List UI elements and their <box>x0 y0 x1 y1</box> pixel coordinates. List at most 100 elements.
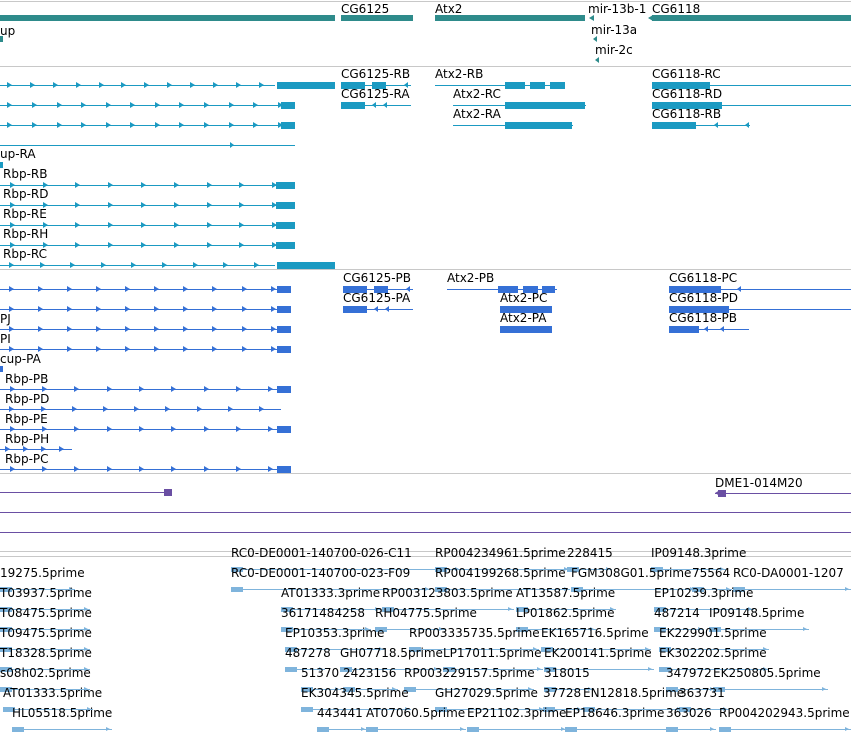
protein-cg6125-pa-label[interactable]: CG6125-PA <box>343 291 411 305</box>
protein-atx2-pb-label[interactable]: Atx2-PB <box>447 271 495 285</box>
transcript-pcup-ra-label[interactable]: up-RA <box>0 147 36 161</box>
est-t18328-label[interactable]: T18328.5prime <box>0 646 92 660</box>
est-lp17011-label[interactable]: LP17011.5prime <box>443 646 542 660</box>
est-exon[interactable] <box>0 607 12 612</box>
region-dme1-014m20-label[interactable]: DME1-014M20 <box>715 476 803 490</box>
transcript-exon[interactable] <box>652 122 696 129</box>
est-ek304345-label[interactable]: EK304345.5prime <box>301 686 409 700</box>
est-at01333-5-label[interactable]: AT01333.5prime <box>3 686 103 700</box>
transcript-rbp-rb-label[interactable]: Rbp-RB <box>3 167 48 181</box>
est-hl05518-label[interactable]: HL05518.5prime <box>12 706 113 720</box>
gene-cg6118-label[interactable]: CG6118 <box>652 2 701 16</box>
est-exon[interactable] <box>0 627 12 632</box>
est-363731-label[interactable]: 363731 <box>679 686 725 700</box>
est-exon[interactable] <box>679 707 691 712</box>
est-exon[interactable] <box>567 567 579 572</box>
transcript-cg6125-ra-label[interactable]: CG6125-RA <box>341 87 410 101</box>
gene-rbp-glyph[interactable] <box>0 15 335 21</box>
est-exon[interactable] <box>366 727 378 732</box>
est-exon[interactable] <box>516 607 528 612</box>
est-ek250805-label[interactable]: EK250805.5prime <box>713 666 821 680</box>
protein-cg6118-pd-label[interactable]: CG6118-PD <box>669 291 739 305</box>
est-rp003123803-label[interactable]: RP003123803.5prime <box>382 586 513 600</box>
est-ip09148-5-label[interactable]: IP09148.5prime <box>709 606 805 620</box>
est-exon[interactable] <box>0 587 12 592</box>
protein-exon[interactable] <box>277 466 291 473</box>
transcript-exon[interactable] <box>652 102 722 109</box>
est-exon[interactable] <box>666 687 678 692</box>
protein-exon[interactable] <box>277 326 291 333</box>
transcript-exon[interactable] <box>276 202 295 209</box>
est-exon[interactable] <box>435 567 447 572</box>
est-exon[interactable] <box>340 667 352 672</box>
est-exon[interactable] <box>281 627 293 632</box>
protein-exon[interactable] <box>277 286 291 293</box>
transcript-rbp-rd-label[interactable]: Rbp-RD <box>3 187 49 201</box>
est-exon[interactable] <box>435 707 447 712</box>
gene-cg6118-glyph[interactable] <box>652 15 851 21</box>
transcript-exon[interactable] <box>505 82 525 89</box>
est-exon[interactable] <box>285 647 297 652</box>
protein-atx2-pc-label[interactable]: Atx2-PC <box>500 291 548 305</box>
est-exon[interactable] <box>443 667 455 672</box>
transcript-exon[interactable] <box>276 222 295 229</box>
transcript-exon[interactable] <box>505 122 572 129</box>
protein-exon[interactable] <box>343 286 367 293</box>
protein-pcup-pa-label[interactable]: cup-PA <box>0 352 41 366</box>
transcript-exon[interactable] <box>652 82 710 89</box>
est-exon[interactable] <box>571 587 583 592</box>
est-exon[interactable] <box>692 587 704 592</box>
est-fgm308g01-label[interactable]: FGM308G01.5prime <box>571 566 692 580</box>
est-exon[interactable] <box>543 707 555 712</box>
est-ek229901-label[interactable]: EK229901.5prime <box>659 626 767 640</box>
est-s08h02-label[interactable]: s08h02.5prime <box>0 666 91 680</box>
est-exon[interactable] <box>651 567 663 572</box>
est-exon[interactable] <box>516 627 528 632</box>
est-rp004202943-label[interactable]: RP004202943.5prime <box>719 706 850 720</box>
est-exon[interactable] <box>12 727 24 732</box>
est-ip09148-3-label[interactable]: IP09148.3prime <box>651 546 747 560</box>
est-exon[interactable] <box>544 667 556 672</box>
est-exon[interactable] <box>467 727 479 732</box>
protein-exon[interactable] <box>498 286 518 293</box>
est-exon[interactable] <box>343 687 355 692</box>
est-exon[interactable] <box>654 627 666 632</box>
est-exon[interactable] <box>659 667 671 672</box>
est-exon[interactable] <box>285 667 297 672</box>
est-rc0-de-023-f09-label[interactable]: RC0-DE0001-140700-023-F09 <box>231 566 411 580</box>
protein-cg6125-pb-label[interactable]: CG6125-PB <box>343 271 412 285</box>
est-exon[interactable] <box>317 727 329 732</box>
est-51370-label[interactable]: 51370 <box>301 666 340 680</box>
est-lp01862-label[interactable]: LP01862.5prime <box>516 606 615 620</box>
protein-pi-label[interactable]: PI <box>0 332 11 346</box>
protein-exon[interactable] <box>500 306 552 313</box>
est-228415-label[interactable]: 228415 <box>567 546 613 560</box>
gene-cg6125-glyph[interactable] <box>341 15 413 21</box>
est-exon[interactable] <box>301 687 313 692</box>
est-ek302202-label[interactable]: EK302202.5prime <box>659 646 767 660</box>
protein-exon[interactable] <box>374 286 388 293</box>
est-exon[interactable] <box>583 707 595 712</box>
transcript-atx2-ra-label[interactable]: Atx2-RA <box>453 107 501 121</box>
gene-mir-13b-1-label[interactable]: mir-13b-1 <box>588 2 647 16</box>
est-exon[interactable] <box>541 647 553 652</box>
protein-exon[interactable] <box>277 306 291 313</box>
est-at13587-label[interactable]: AT13587.5prime <box>516 586 616 600</box>
est-t09475-label[interactable]: T09475.5prime <box>0 626 92 640</box>
est-rc0-de-026-c11-label[interactable]: RC0-DE0001-140700-026-C11 <box>231 546 412 560</box>
transcript-atx2-rc-label[interactable]: Atx2-RC <box>453 87 501 101</box>
est-rp003335735-label[interactable]: RP003335735.5prime <box>409 626 540 640</box>
est-37728-label[interactable]: 37728 <box>543 686 582 700</box>
est-t08475-label[interactable]: T08475.5prime <box>0 606 92 620</box>
est-gh07718-label[interactable]: GH07718.5prime <box>340 646 443 660</box>
est-exon[interactable] <box>666 727 678 732</box>
transcript-exon[interactable] <box>372 82 386 89</box>
protein-rbp-pd-label[interactable]: Rbp-PD <box>5 392 50 406</box>
region-end[interactable] <box>718 490 726 497</box>
protein-exon[interactable] <box>669 326 699 333</box>
protein-exon[interactable] <box>669 306 729 313</box>
est-at07060-label[interactable]: AT07060.5prime <box>366 706 466 720</box>
est-36171484258-label[interactable]: 36171484258 <box>281 606 365 620</box>
est-ep10353-label[interactable]: EP10353.3prime <box>285 626 385 640</box>
gene-cg6125-label[interactable]: CG6125 <box>341 2 390 16</box>
